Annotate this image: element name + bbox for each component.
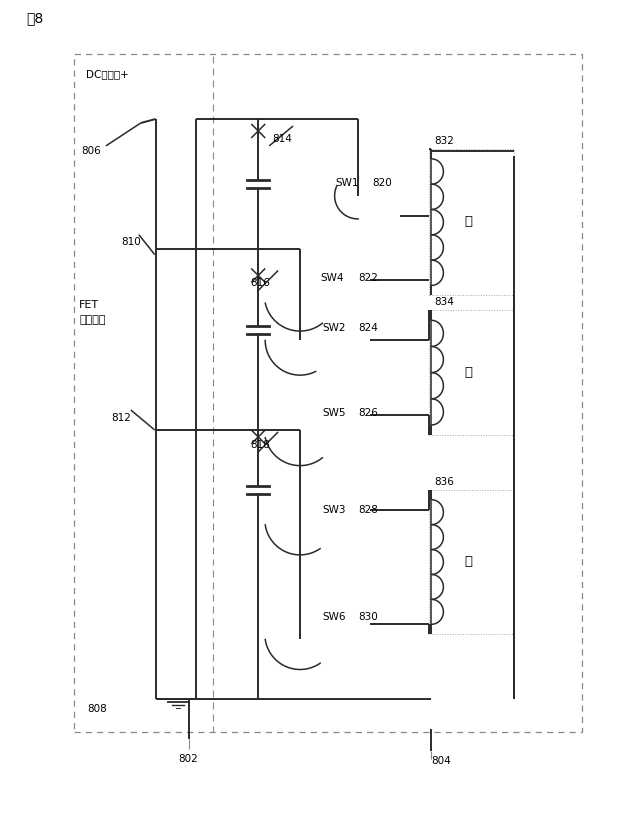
Text: FET: FET bbox=[79, 300, 99, 310]
Text: 826: 826 bbox=[358, 408, 378, 418]
Text: 812: 812 bbox=[111, 413, 131, 423]
Text: 図8: 図8 bbox=[26, 12, 44, 26]
Text: SW3: SW3 bbox=[322, 504, 345, 514]
Text: 818: 818 bbox=[250, 440, 270, 450]
Text: 810: 810 bbox=[121, 237, 141, 246]
Text: 828: 828 bbox=[358, 504, 378, 514]
Text: 824: 824 bbox=[358, 323, 378, 333]
Text: 820: 820 bbox=[373, 178, 392, 188]
Text: 高: 高 bbox=[464, 555, 472, 568]
Bar bbox=[429, 490, 514, 634]
Text: 808: 808 bbox=[87, 704, 107, 714]
Text: 806: 806 bbox=[81, 146, 101, 155]
Text: 814: 814 bbox=[272, 134, 292, 144]
Text: 832: 832 bbox=[434, 136, 454, 146]
Text: SW5: SW5 bbox=[322, 408, 345, 418]
Text: DCレール+: DCレール+ bbox=[86, 69, 129, 79]
Text: 低: 低 bbox=[464, 215, 472, 228]
Text: 中: 中 bbox=[464, 366, 472, 379]
Text: 804: 804 bbox=[432, 756, 451, 766]
Bar bbox=[74, 55, 582, 732]
Text: 834: 834 bbox=[434, 298, 454, 308]
Text: SW1: SW1 bbox=[335, 178, 358, 188]
Text: スイッチ: スイッチ bbox=[79, 315, 106, 325]
Text: 836: 836 bbox=[434, 477, 454, 487]
Text: 830: 830 bbox=[358, 612, 378, 622]
Bar bbox=[429, 149, 514, 295]
Text: SW4: SW4 bbox=[320, 274, 343, 284]
Text: 802: 802 bbox=[179, 754, 198, 764]
Text: SW6: SW6 bbox=[322, 612, 345, 622]
Text: 822: 822 bbox=[358, 274, 378, 284]
Text: SW2: SW2 bbox=[322, 323, 345, 333]
Text: 816: 816 bbox=[250, 279, 270, 289]
Bar bbox=[429, 310, 514, 435]
